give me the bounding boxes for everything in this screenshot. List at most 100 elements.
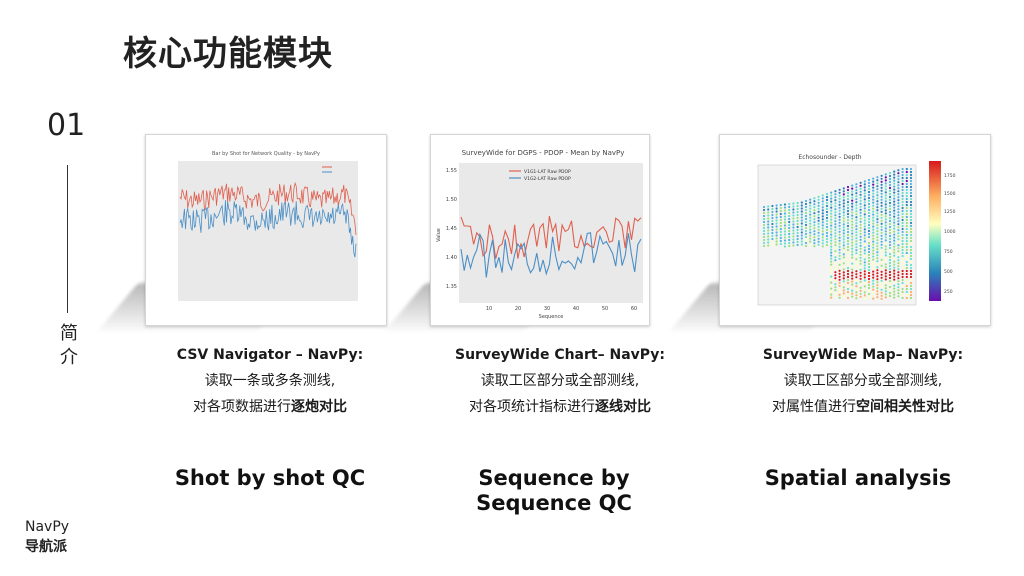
map-point (838, 278, 841, 281)
map-point (800, 225, 803, 228)
map-point (851, 292, 854, 295)
map-point (830, 281, 833, 284)
map-point (884, 239, 887, 242)
map-point (842, 232, 845, 235)
map-point (842, 229, 845, 232)
map-point (863, 279, 866, 282)
map-point (880, 297, 883, 300)
map-point (905, 191, 908, 195)
map-point (804, 238, 808, 242)
map-point (838, 263, 841, 266)
map-point (897, 283, 900, 286)
map-point (825, 213, 829, 217)
map-point (897, 256, 900, 259)
map-point (851, 247, 854, 250)
map-point (880, 267, 883, 270)
map-point (788, 223, 791, 227)
map-point (830, 218, 833, 221)
map-point (897, 238, 900, 241)
map-point (863, 204, 866, 207)
map-point (851, 238, 854, 241)
map-point (901, 212, 904, 216)
map-point (880, 225, 883, 228)
seq-xtick-1: 10 (486, 306, 492, 312)
map-point (872, 285, 875, 288)
map-point (867, 295, 871, 299)
map-point (834, 250, 837, 253)
module-3-caption: SurveyWide Map– NavPy: 读取工区部分或全部测线, 对属性值… (733, 342, 993, 420)
map-point (846, 242, 850, 246)
map-point (893, 170, 896, 173)
map-point (909, 218, 913, 222)
map-point (893, 221, 896, 224)
map-point (884, 275, 887, 278)
map-point (800, 201, 803, 204)
map-point (893, 179, 896, 182)
map-point (884, 278, 887, 281)
map-point (842, 205, 845, 208)
module-2-line2: 对各项统计指标进行逐线对比 (430, 394, 690, 420)
map-point (884, 173, 887, 176)
seq-xlabel: Sequence (539, 314, 564, 320)
map-point (876, 284, 879, 287)
map-point (767, 235, 770, 238)
map-point (771, 228, 774, 232)
map-point (897, 187, 900, 190)
map-point (897, 253, 900, 256)
map-point (867, 181, 871, 185)
map-point (893, 185, 896, 188)
map-point (846, 227, 850, 231)
map-point (893, 245, 896, 248)
map-point (846, 269, 850, 273)
map-point (830, 284, 833, 287)
module-2-caption: SurveyWide Chart– NavPy: 读取工区部分或全部测线, 对各… (430, 342, 690, 420)
map-point (783, 206, 787, 209)
seq-xtick-2: 20 (515, 306, 521, 312)
map-point (825, 243, 829, 247)
map-point (884, 227, 887, 230)
map-point (901, 215, 904, 219)
map-point (880, 243, 883, 246)
map-point (876, 227, 879, 230)
map-point (876, 212, 879, 215)
map-point (884, 233, 887, 236)
map-point (830, 215, 833, 218)
map-point (838, 188, 841, 191)
map-point (851, 268, 854, 271)
map-point (897, 223, 900, 226)
map-point (872, 222, 875, 225)
map-point (897, 193, 900, 196)
map-point (867, 271, 871, 275)
map-point (846, 266, 850, 270)
map-point (876, 176, 879, 179)
map-point (821, 227, 824, 230)
map-point (796, 240, 799, 244)
map-point (851, 250, 854, 253)
map-point (876, 266, 879, 269)
map-point (830, 245, 833, 248)
map-point (876, 224, 879, 227)
map-point (901, 287, 904, 291)
map-point (846, 284, 850, 288)
map-point (825, 207, 829, 211)
map-point (863, 276, 866, 279)
map-point (851, 271, 854, 274)
map-point (846, 200, 850, 204)
map-point (872, 213, 875, 216)
map-point (905, 218, 908, 222)
map-point (905, 287, 908, 291)
map-point (872, 267, 875, 270)
map-point (834, 238, 837, 241)
map-point (905, 203, 908, 207)
map-point (834, 241, 837, 244)
map-point (897, 265, 900, 268)
map-point (834, 289, 837, 292)
map-point (872, 282, 875, 285)
map-point (834, 208, 837, 211)
map-point (813, 239, 816, 242)
map-point (779, 221, 782, 225)
map-point (880, 285, 883, 288)
map-point (880, 195, 883, 198)
map-point (846, 281, 850, 285)
map-point (762, 235, 766, 239)
